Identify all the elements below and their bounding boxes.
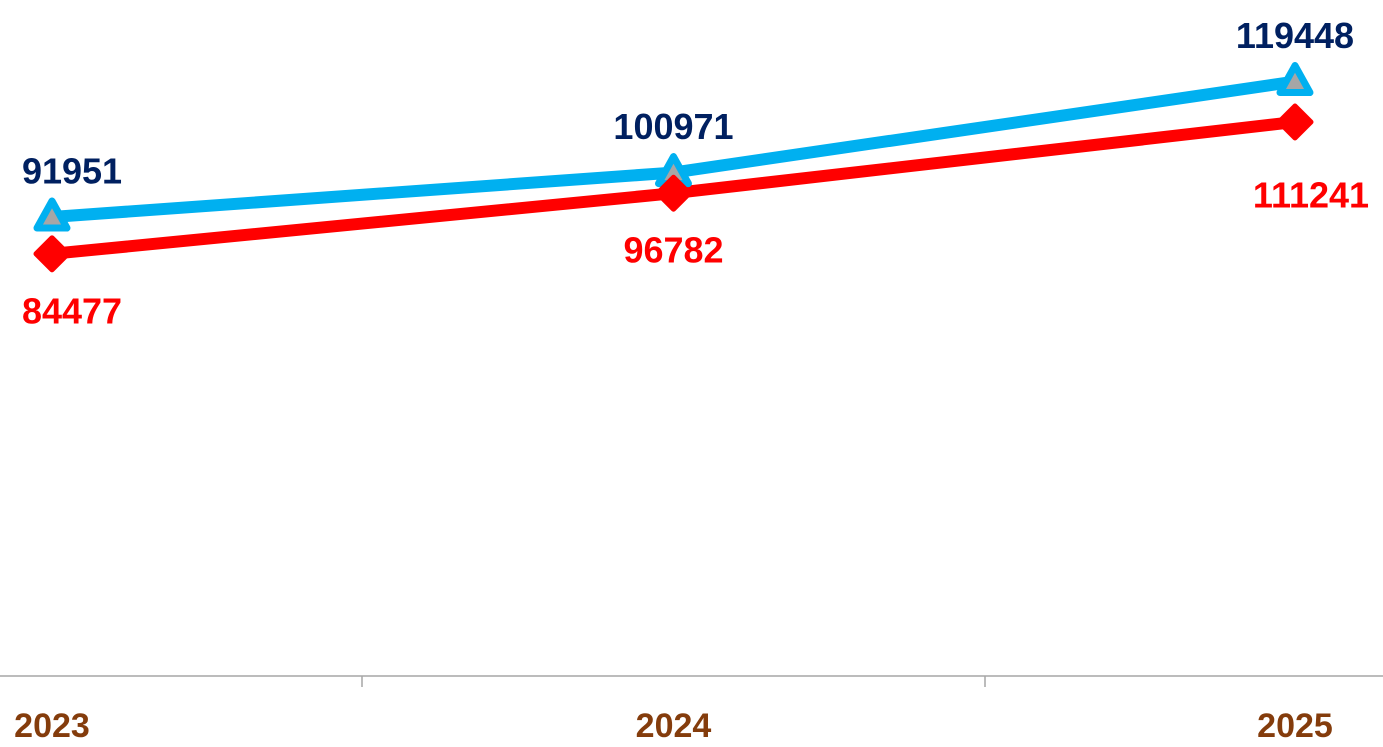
data-label: 91951 bbox=[22, 151, 122, 192]
marker bbox=[1276, 62, 1314, 97]
data-label: 96782 bbox=[623, 230, 723, 271]
marker bbox=[1276, 103, 1314, 141]
x-tick-label: 2025 bbox=[1257, 707, 1333, 745]
x-tick-label: 2024 bbox=[636, 707, 712, 745]
data-label: 84477 bbox=[22, 290, 122, 331]
marker bbox=[33, 197, 71, 232]
data-label: 119448 bbox=[1236, 15, 1354, 56]
data-label: 111241 bbox=[1253, 174, 1369, 215]
marker bbox=[655, 174, 692, 212]
x-tick-label: 2023 bbox=[14, 707, 90, 745]
marker bbox=[33, 235, 71, 273]
data-label: 100971 bbox=[613, 106, 733, 147]
